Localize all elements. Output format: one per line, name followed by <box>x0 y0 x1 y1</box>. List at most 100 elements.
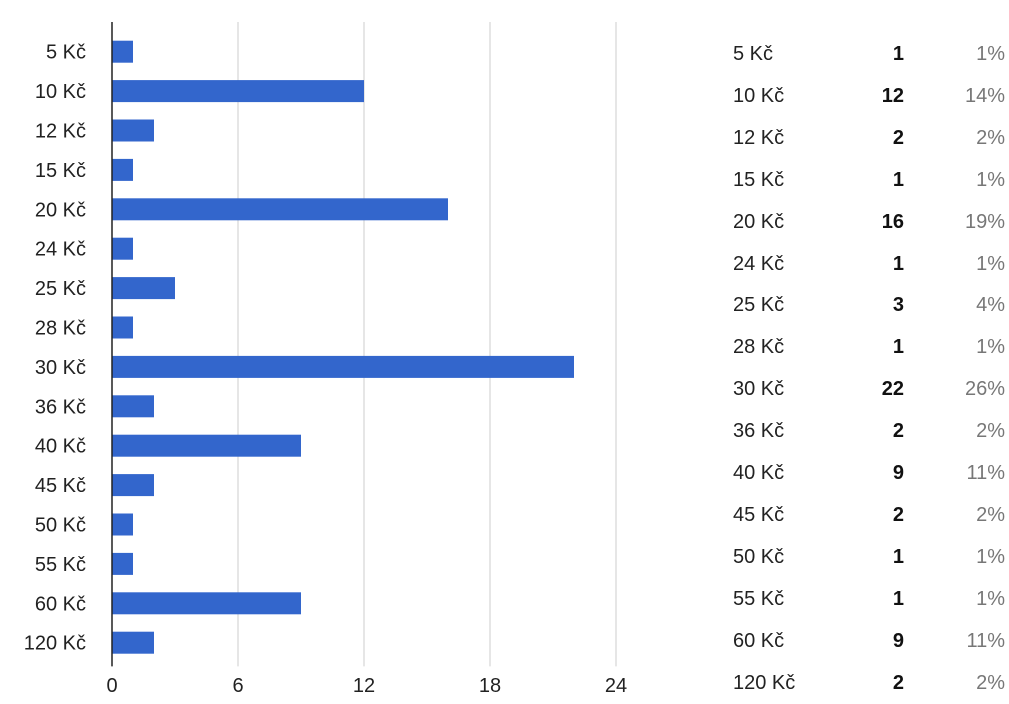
summary-row: 24 Kč 1 1% <box>728 243 1008 285</box>
bar <box>112 592 301 615</box>
summary-row: 60 Kč 9 11% <box>728 620 1008 662</box>
summary-row: 36 Kč 2 2% <box>728 410 1008 452</box>
category-labels: 5 Kč 10 Kč 12 Kč 15 Kč 20 Kč 24 Kč 25 Kč 28 Kč 3… <box>24 42 86 655</box>
summary-row: 25 Kč 3 4% <box>728 284 1008 326</box>
summary-count: 2 <box>892 126 904 149</box>
summary-count: 9 <box>892 462 904 484</box>
summary-row: 55 Kč 1 1% <box>728 578 1008 620</box>
summary-percent: 2% <box>976 126 1005 149</box>
category-label: 60 Kč <box>35 593 86 615</box>
x-tick-label: 24 <box>605 675 627 697</box>
summary-label: 55 Kč <box>733 587 785 610</box>
x-tick-labels: 0 6 12 18 24 <box>106 675 627 697</box>
summary-label: 120 Kč <box>733 671 796 694</box>
bar <box>112 40 133 63</box>
summary-label: 60 Kč <box>733 629 785 652</box>
bar <box>112 631 154 654</box>
summary-count: 12 <box>881 84 904 107</box>
category-label: 45 Kč <box>35 475 86 497</box>
category-label: 24 Kč <box>35 239 86 261</box>
bar <box>112 198 448 221</box>
category-label: 10 Kč <box>35 81 86 103</box>
summary-percent: 14% <box>964 84 1005 107</box>
summary-percent: 4% <box>976 294 1005 317</box>
category-label: 36 Kč <box>35 396 86 418</box>
summary-label: 5 Kč <box>733 43 774 65</box>
summary-label: 36 Kč <box>733 420 785 443</box>
category-label: 20 Kč <box>35 199 86 221</box>
category-label: 40 Kč <box>35 436 86 458</box>
bar <box>112 277 175 300</box>
bar <box>112 80 364 103</box>
summary-label: 12 Kč <box>733 126 785 149</box>
bar <box>112 158 133 181</box>
category-label: 5 Kč <box>46 42 86 64</box>
summary-count: 2 <box>892 420 904 443</box>
summary-count: 1 <box>892 587 904 610</box>
bar <box>112 552 133 575</box>
category-label: 25 Kč <box>35 278 86 300</box>
bar <box>112 355 574 378</box>
bar <box>112 119 154 142</box>
summary-row: 10 Kč 12 14% <box>728 75 1008 117</box>
x-tick-label: 12 <box>353 675 375 697</box>
category-label: 15 Kč <box>35 160 86 182</box>
summary-percent: 2% <box>976 503 1005 526</box>
summary-row: 15 Kč 1 1% <box>728 159 1008 201</box>
summary-count: 22 <box>881 378 904 401</box>
summary-count: 3 <box>892 294 904 317</box>
x-tick-label: 0 <box>106 675 117 697</box>
bar <box>112 395 154 418</box>
summary-percent: 26% <box>964 378 1005 401</box>
summary-count: 1 <box>892 336 904 359</box>
summary-label: 25 Kč <box>733 294 785 317</box>
summary-percent: 1% <box>976 168 1005 191</box>
summary-count: 2 <box>892 503 904 526</box>
grid-lines <box>237 22 617 667</box>
summary-percent: 1% <box>976 43 1005 65</box>
summary-row: 30 Kč 22 26% <box>728 368 1008 410</box>
summary-percent: 11% <box>966 462 1005 484</box>
summary-label: 15 Kč <box>733 168 785 191</box>
summary-label: 28 Kč <box>733 336 785 359</box>
category-label: 120 Kč <box>24 633 86 655</box>
bar <box>112 237 133 260</box>
category-label: 30 Kč <box>35 357 86 379</box>
summary-count: 1 <box>892 43 904 65</box>
summary-percent: 2% <box>976 671 1005 694</box>
summary-count: 1 <box>892 252 904 275</box>
summary-row: 40 Kč 9 11% <box>728 452 1008 494</box>
summary-percent: 2% <box>976 420 1005 443</box>
x-tick-label: 6 <box>232 675 243 697</box>
summary-label: 20 Kč <box>733 210 785 233</box>
summary-row: 20 Kč 16 19% <box>728 201 1008 243</box>
category-label: 55 Kč <box>35 554 86 576</box>
bars <box>112 40 574 654</box>
summary-count: 1 <box>892 168 904 191</box>
summary-row: 120 Kč 2 2% <box>728 662 1008 704</box>
summary-percent: 19% <box>964 210 1005 233</box>
summary-percent: 1% <box>976 252 1005 275</box>
x-tick-label: 18 <box>479 675 501 697</box>
summary-row: 50 Kč 1 1% <box>728 536 1008 578</box>
summary-count: 1 <box>892 545 904 568</box>
category-label: 12 Kč <box>35 121 86 143</box>
bar <box>112 434 301 457</box>
bar <box>112 316 133 339</box>
summary-count: 9 <box>892 629 904 652</box>
summary-row: 12 Kč 2 2% <box>728 117 1008 159</box>
summary-count: 2 <box>892 671 904 694</box>
summary-row: 28 Kč 1 1% <box>728 326 1008 368</box>
category-label: 50 Kč <box>35 515 86 537</box>
summary-row: 5 Kč 1 1% <box>728 33 1008 75</box>
bar <box>112 513 133 536</box>
summary-label: 50 Kč <box>733 545 785 568</box>
summary-percent: 11% <box>966 629 1005 652</box>
bar-chart: 5 Kč 10 Kč 12 Kč 15 Kč 20 Kč 24 Kč 25 Kč 28 Kč 3… <box>24 22 627 697</box>
summary-percent: 1% <box>976 545 1005 568</box>
summary-row: 45 Kč 2 2% <box>728 494 1008 536</box>
summary-label: 10 Kč <box>733 84 785 107</box>
bar <box>112 474 154 497</box>
category-label: 28 Kč <box>35 318 86 340</box>
summary-label: 30 Kč <box>733 378 785 401</box>
